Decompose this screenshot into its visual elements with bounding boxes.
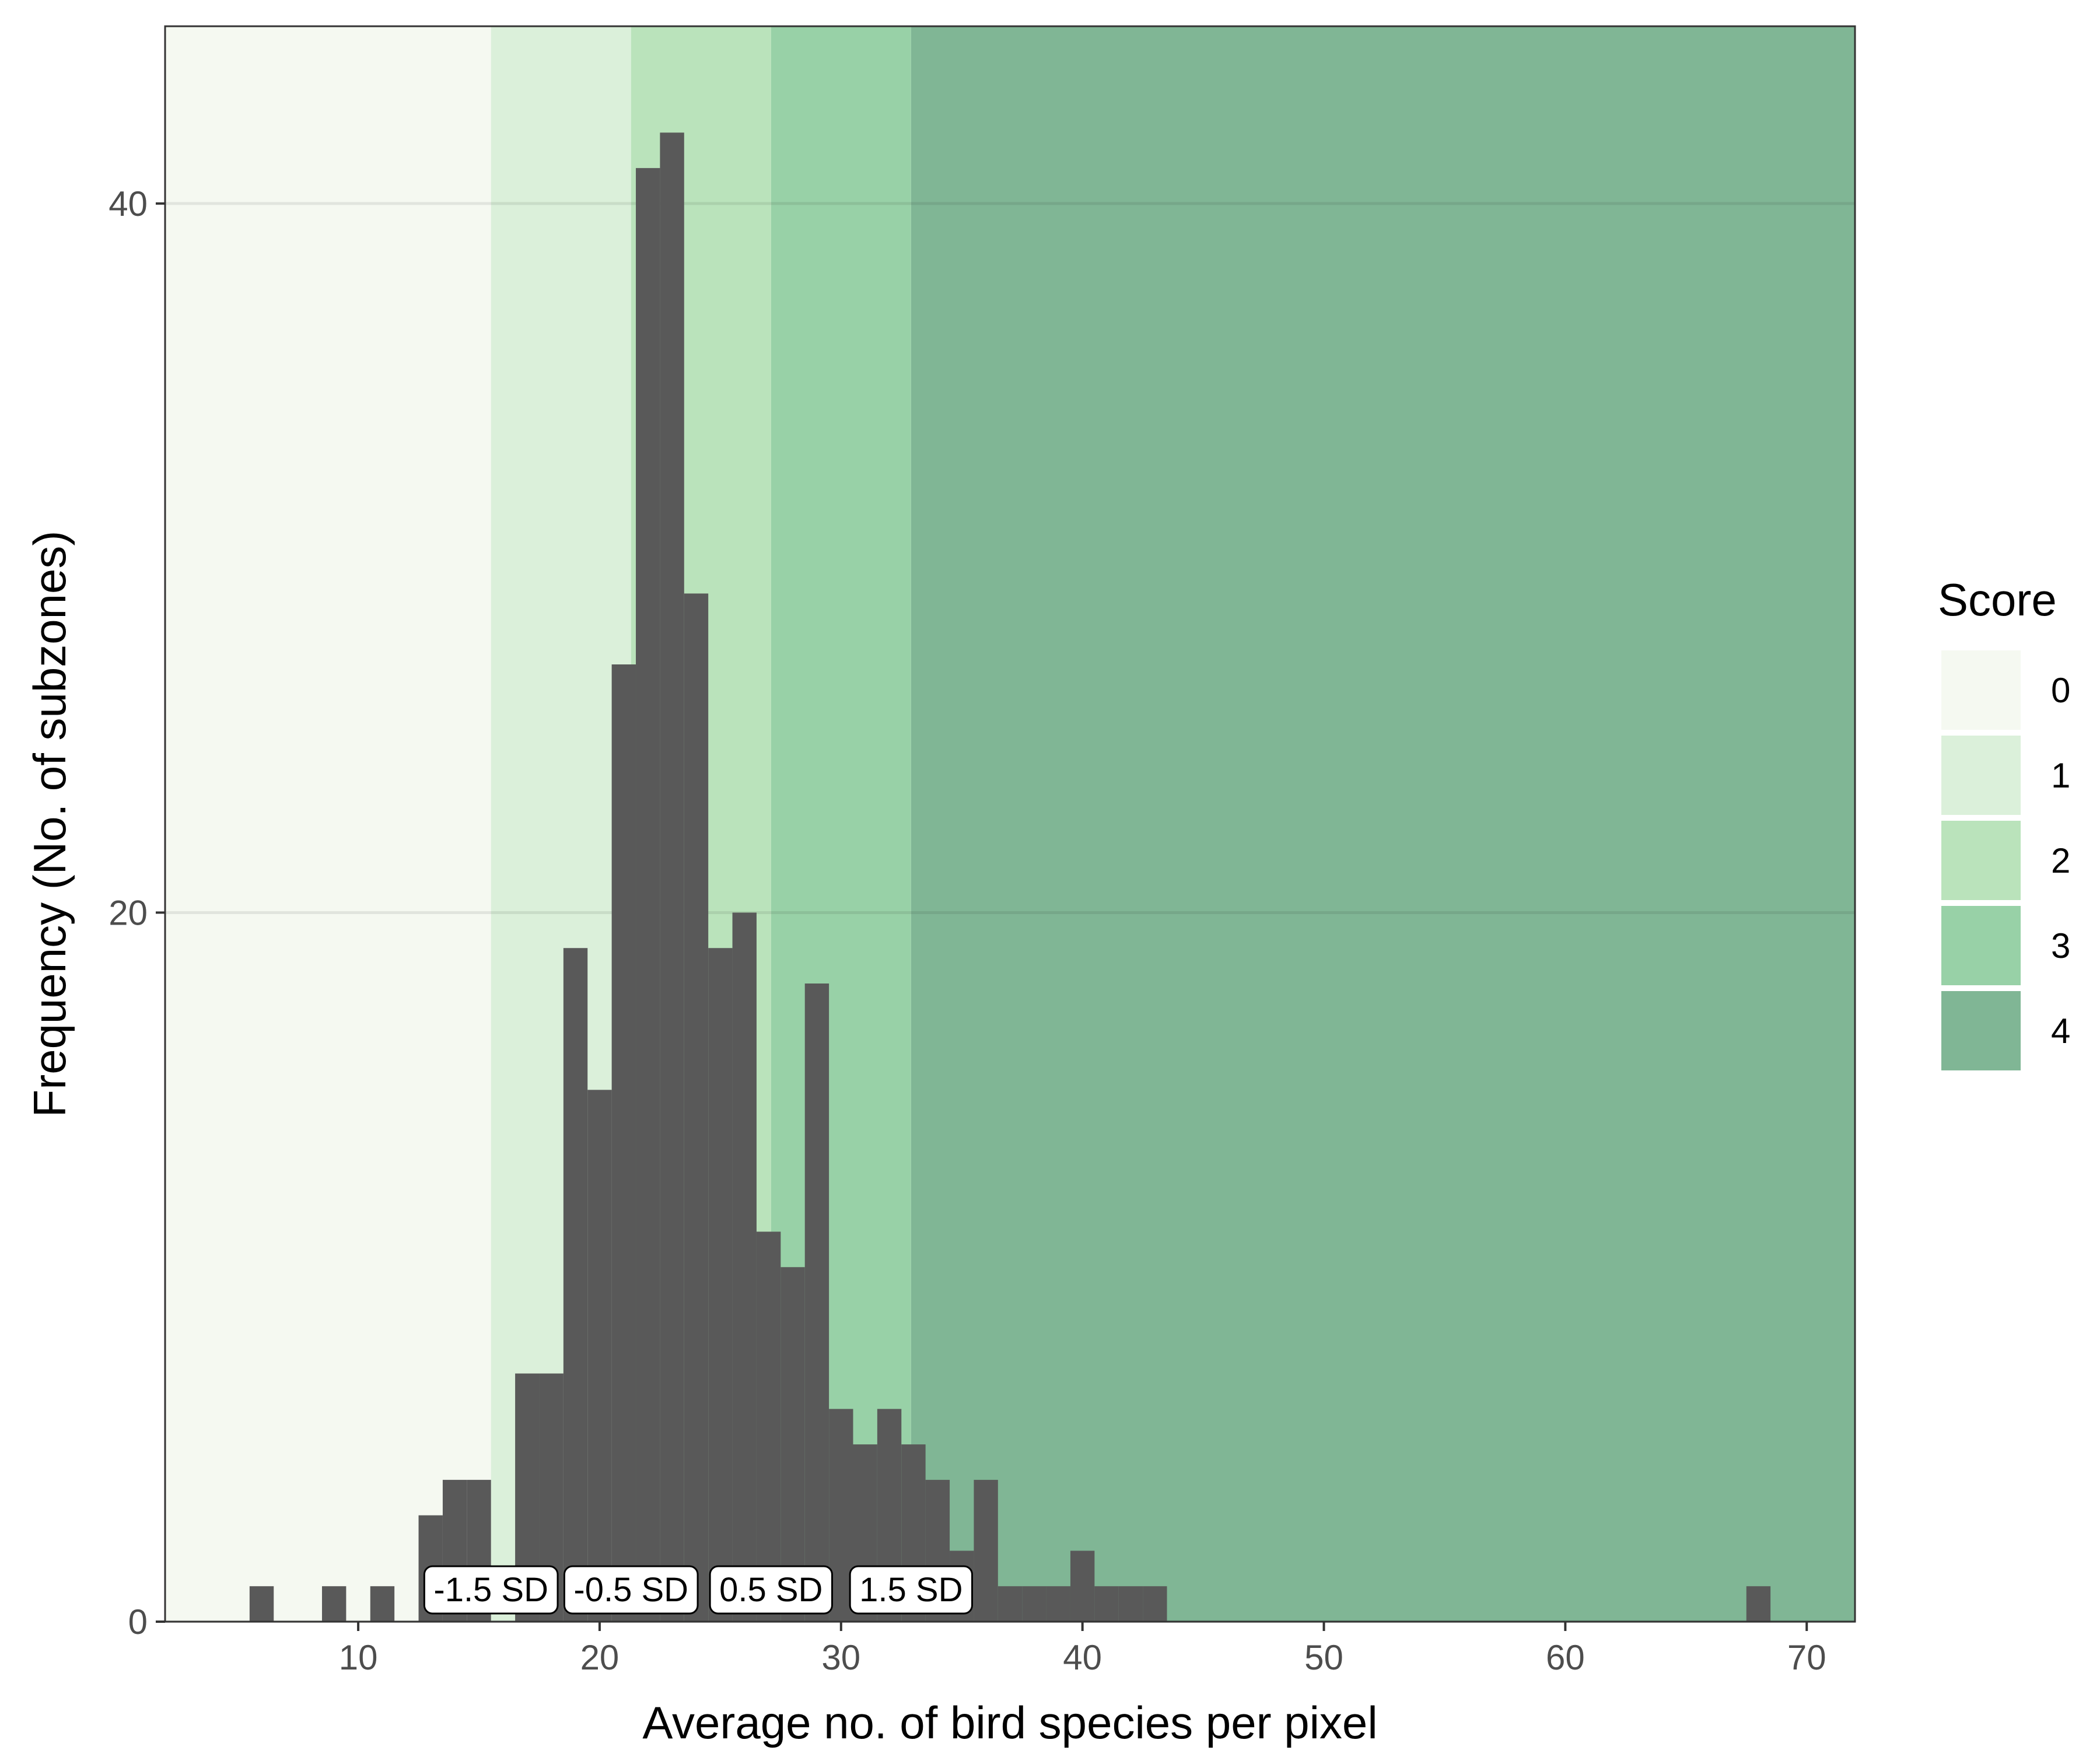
- histogram-bar: [804, 984, 830, 1622]
- histogram-bar: [998, 1586, 1023, 1622]
- sd-label-box: [563, 1565, 699, 1615]
- x-tick-label: 10: [339, 1638, 378, 1677]
- sd-label-group: 0.5 SD: [709, 1565, 833, 1615]
- x-tick-label: 60: [1546, 1638, 1585, 1677]
- histogram-bar: [732, 912, 757, 1622]
- y-tick-label: 40: [108, 184, 148, 223]
- sd-label-group: 1.5 SD: [849, 1565, 973, 1615]
- sd-label-group: -1.5 SD: [423, 1565, 559, 1615]
- sd-label: 1.5 SD: [859, 1571, 963, 1609]
- legend-key-2: [1941, 821, 2021, 900]
- plot-panel-border: [164, 25, 1856, 1623]
- legend-key-4: [1941, 991, 2021, 1070]
- sd-label-box: [709, 1565, 833, 1615]
- sd-label-group: -0.5 SD: [563, 1565, 699, 1615]
- x-tick-label: 30: [821, 1638, 860, 1677]
- legend-key-1: [1941, 736, 2021, 815]
- legend-label: 0: [2051, 671, 2070, 710]
- histogram-bar: [563, 948, 588, 1622]
- histogram-bar: [370, 1586, 395, 1622]
- histogram-bar: [708, 948, 733, 1622]
- x-tick-label: 40: [1063, 1638, 1102, 1677]
- y-tick-label: 0: [128, 1602, 148, 1642]
- histogram-bar: [587, 1090, 612, 1622]
- sd-label: 0.5 SD: [719, 1571, 822, 1609]
- histogram-bar: [1070, 1550, 1095, 1622]
- legend-key-0: [1941, 650, 2021, 730]
- x-axis-title: Average no. of bird species per pixel: [642, 1697, 1377, 1748]
- legend-label: 4: [2051, 1012, 2070, 1051]
- x-tick-label: 70: [1787, 1638, 1826, 1677]
- legend-label: 3: [2051, 926, 2070, 965]
- histogram-bar: [611, 664, 636, 1622]
- histogram-bar: [974, 1479, 998, 1622]
- x-tick-label: 50: [1304, 1638, 1343, 1677]
- histogram-bar: [829, 1409, 853, 1622]
- histogram-bar: [1022, 1586, 1046, 1622]
- score-band-4: [911, 26, 1855, 1622]
- histogram-bar: [636, 168, 660, 1622]
- sd-labels: -1.5 SD -0.5 SD 0.5 SD 1.5 SD: [423, 1565, 973, 1615]
- sd-label: -0.5 SD: [573, 1571, 688, 1609]
- y-axis-title: Frequency (No. of subzones): [24, 531, 75, 1118]
- histogram-bar: [249, 1586, 274, 1622]
- axes: 10 20 30 40 50 60 70 0 20 40: [108, 184, 1826, 1677]
- histogram-bar: [1746, 1586, 1771, 1622]
- histogram-bar: [1094, 1586, 1119, 1622]
- histogram-bar: [756, 1231, 781, 1622]
- histogram-bar: [322, 1586, 346, 1622]
- histogram-bar: [1046, 1586, 1070, 1622]
- histogram-bar: [1143, 1586, 1167, 1622]
- legend-key-3: [1941, 906, 2021, 985]
- score-bands: [165, 26, 1855, 1622]
- histogram-bar: [1118, 1586, 1143, 1622]
- legend-title: Score: [1938, 574, 2057, 625]
- legend: Score 0 1 2 3 4: [1938, 574, 2070, 1070]
- score-band-0: [165, 26, 491, 1622]
- legend-label: 1: [2051, 756, 2070, 795]
- histogram-bar: [660, 132, 684, 1622]
- y-tick-label: 20: [108, 893, 148, 932]
- histogram-bar: [780, 1267, 805, 1622]
- sd-label-box: [423, 1565, 559, 1615]
- sd-label: -1.5 SD: [433, 1571, 548, 1609]
- legend-label: 2: [2051, 841, 2070, 880]
- x-tick-label: 20: [580, 1638, 620, 1677]
- histogram-bar: [684, 593, 709, 1622]
- sd-label-box: [849, 1565, 973, 1615]
